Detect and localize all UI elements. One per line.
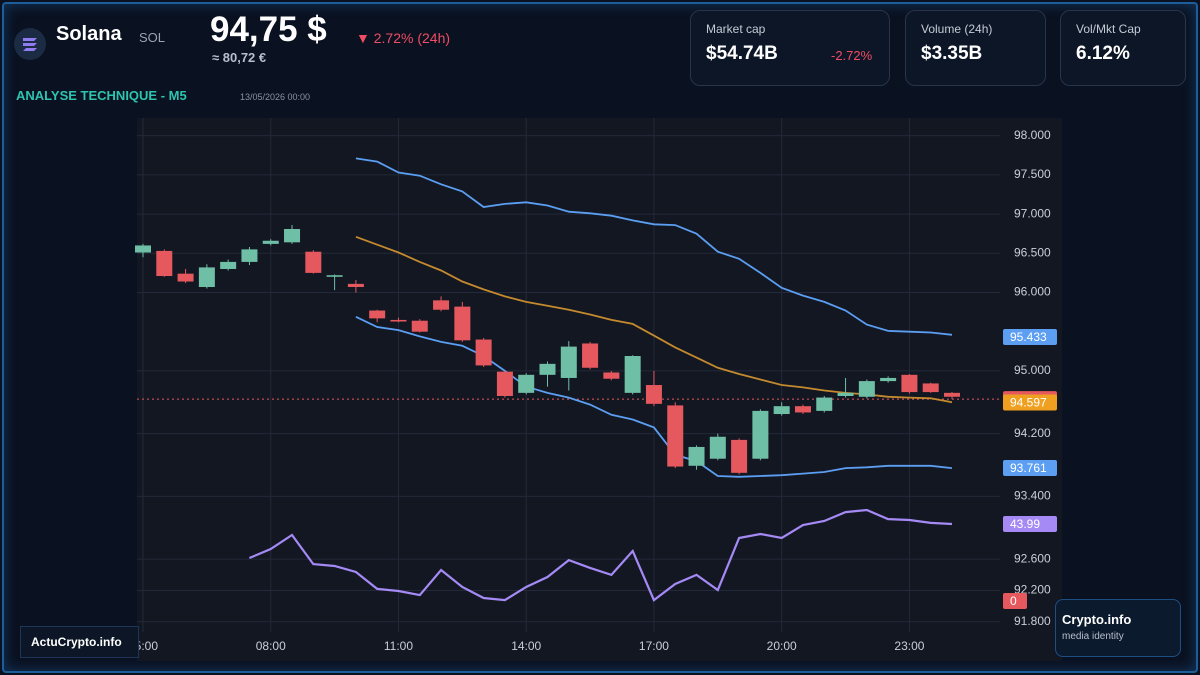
card-label: Market cap	[706, 22, 766, 36]
y-tick-label: 97.500	[1014, 167, 1051, 181]
price-change: ▼ 2.72% (24h)	[356, 30, 451, 46]
price: 94,75 $	[210, 10, 327, 49]
last-value-label: 94.597	[1010, 396, 1047, 410]
candle-body	[624, 356, 641, 393]
candle-body	[241, 249, 258, 262]
y-tick-label: 96.000	[1014, 285, 1051, 299]
last-value-tag	[1003, 516, 1057, 533]
candle-body	[496, 371, 513, 396]
logo	[14, 28, 46, 60]
x-tick-label: 08:00	[256, 639, 286, 653]
candle-body	[177, 273, 194, 282]
chart-date: 13/05/2026 00:00	[240, 92, 311, 102]
candle-body	[326, 275, 343, 277]
price-eur: ≈ 80,72 €	[212, 50, 267, 65]
candle-body	[220, 261, 237, 269]
coin-name: Solana	[56, 23, 122, 45]
candle-body	[305, 251, 322, 273]
candle-body	[645, 385, 662, 404]
y-tick-label: 95.000	[1014, 363, 1051, 377]
x-tick-label: 20:00	[767, 639, 797, 653]
indicator-line	[355, 315, 953, 478]
last-value-tag	[1003, 394, 1057, 411]
last-value-tag	[1003, 593, 1027, 610]
card-value: $54.74B	[706, 43, 778, 64]
last-value-label: 43.99	[1010, 517, 1040, 531]
candle-body	[837, 392, 854, 396]
y-tick-label: 96.500	[1014, 245, 1051, 259]
candle-body	[347, 283, 364, 288]
candle-body	[773, 406, 790, 415]
candle-body	[922, 383, 939, 393]
candle-body	[284, 228, 301, 243]
candle-body	[880, 377, 897, 382]
candle-body	[369, 310, 386, 319]
brand-box: Crypto.info media identity	[1055, 599, 1181, 657]
card-label: Vol/Mkt Cap	[1076, 22, 1141, 36]
y-tick-label: 91.800	[1014, 614, 1051, 628]
x-tick-label: 23:00	[894, 639, 924, 653]
card-value: 6.12%	[1076, 43, 1130, 64]
card-change: -2.72%	[831, 48, 873, 63]
brand-title: Crypto.info	[1062, 612, 1132, 627]
y-tick-label: 93.400	[1014, 489, 1051, 503]
card: Vol/Mkt Cap 6.12%	[1060, 10, 1186, 86]
candle-body	[539, 363, 556, 375]
last-value-label: 95.433	[1010, 330, 1047, 344]
candle-body	[603, 372, 620, 379]
card: Volume (24h) $3.35B	[905, 10, 1046, 86]
candle-body	[135, 245, 151, 253]
last-value-tag	[1003, 328, 1057, 345]
candle-body	[752, 410, 769, 459]
candle-body	[858, 381, 875, 397]
indicator-line	[248, 508, 953, 602]
brand-badge: ActuCrypto.info	[20, 626, 139, 658]
x-tick-label: 11:00	[384, 639, 413, 653]
candle-body	[390, 319, 407, 322]
brand-sub: media identity	[1062, 631, 1124, 642]
coin-symbol: SOL	[139, 30, 166, 45]
candle-body	[667, 405, 684, 467]
x-tick-label: 14:00	[511, 639, 541, 653]
y-tick-label: 97.000	[1014, 206, 1051, 220]
indicator-line	[355, 157, 953, 336]
candle-body	[518, 374, 535, 393]
candle-body	[262, 240, 279, 244]
chart-title: ANALYSE TECHNIQUE - M5	[16, 88, 187, 103]
brand-left: ActuCrypto.info	[31, 635, 122, 649]
last-value-label: 93.761	[1010, 461, 1047, 475]
x-tick-label: 17:00	[639, 639, 669, 653]
y-tick-label: 92.600	[1014, 551, 1051, 565]
y-tick-label: 98.000	[1014, 128, 1051, 142]
candle-body	[709, 436, 726, 459]
candle-body	[731, 439, 748, 473]
candle-body	[433, 300, 450, 310]
last-value-label: 0	[1010, 594, 1017, 608]
candle-body	[156, 250, 173, 277]
card: Market cap $54.74B -2.72%	[690, 10, 890, 86]
candle-body	[688, 446, 705, 466]
candle-body	[794, 406, 811, 413]
candle-body	[816, 397, 833, 411]
candle-body	[411, 320, 428, 332]
candle-body	[454, 306, 471, 341]
y-tick-label: 94.200	[1014, 426, 1051, 440]
last-value-tag	[1003, 460, 1057, 477]
candle-body	[560, 346, 577, 378]
candle-body	[198, 267, 215, 288]
candle-body	[944, 392, 960, 397]
candle-body	[901, 374, 918, 393]
candle-body	[582, 343, 599, 368]
card-value: $3.35B	[921, 43, 983, 64]
candle-body	[475, 339, 492, 366]
card-label: Volume (24h)	[921, 22, 993, 36]
